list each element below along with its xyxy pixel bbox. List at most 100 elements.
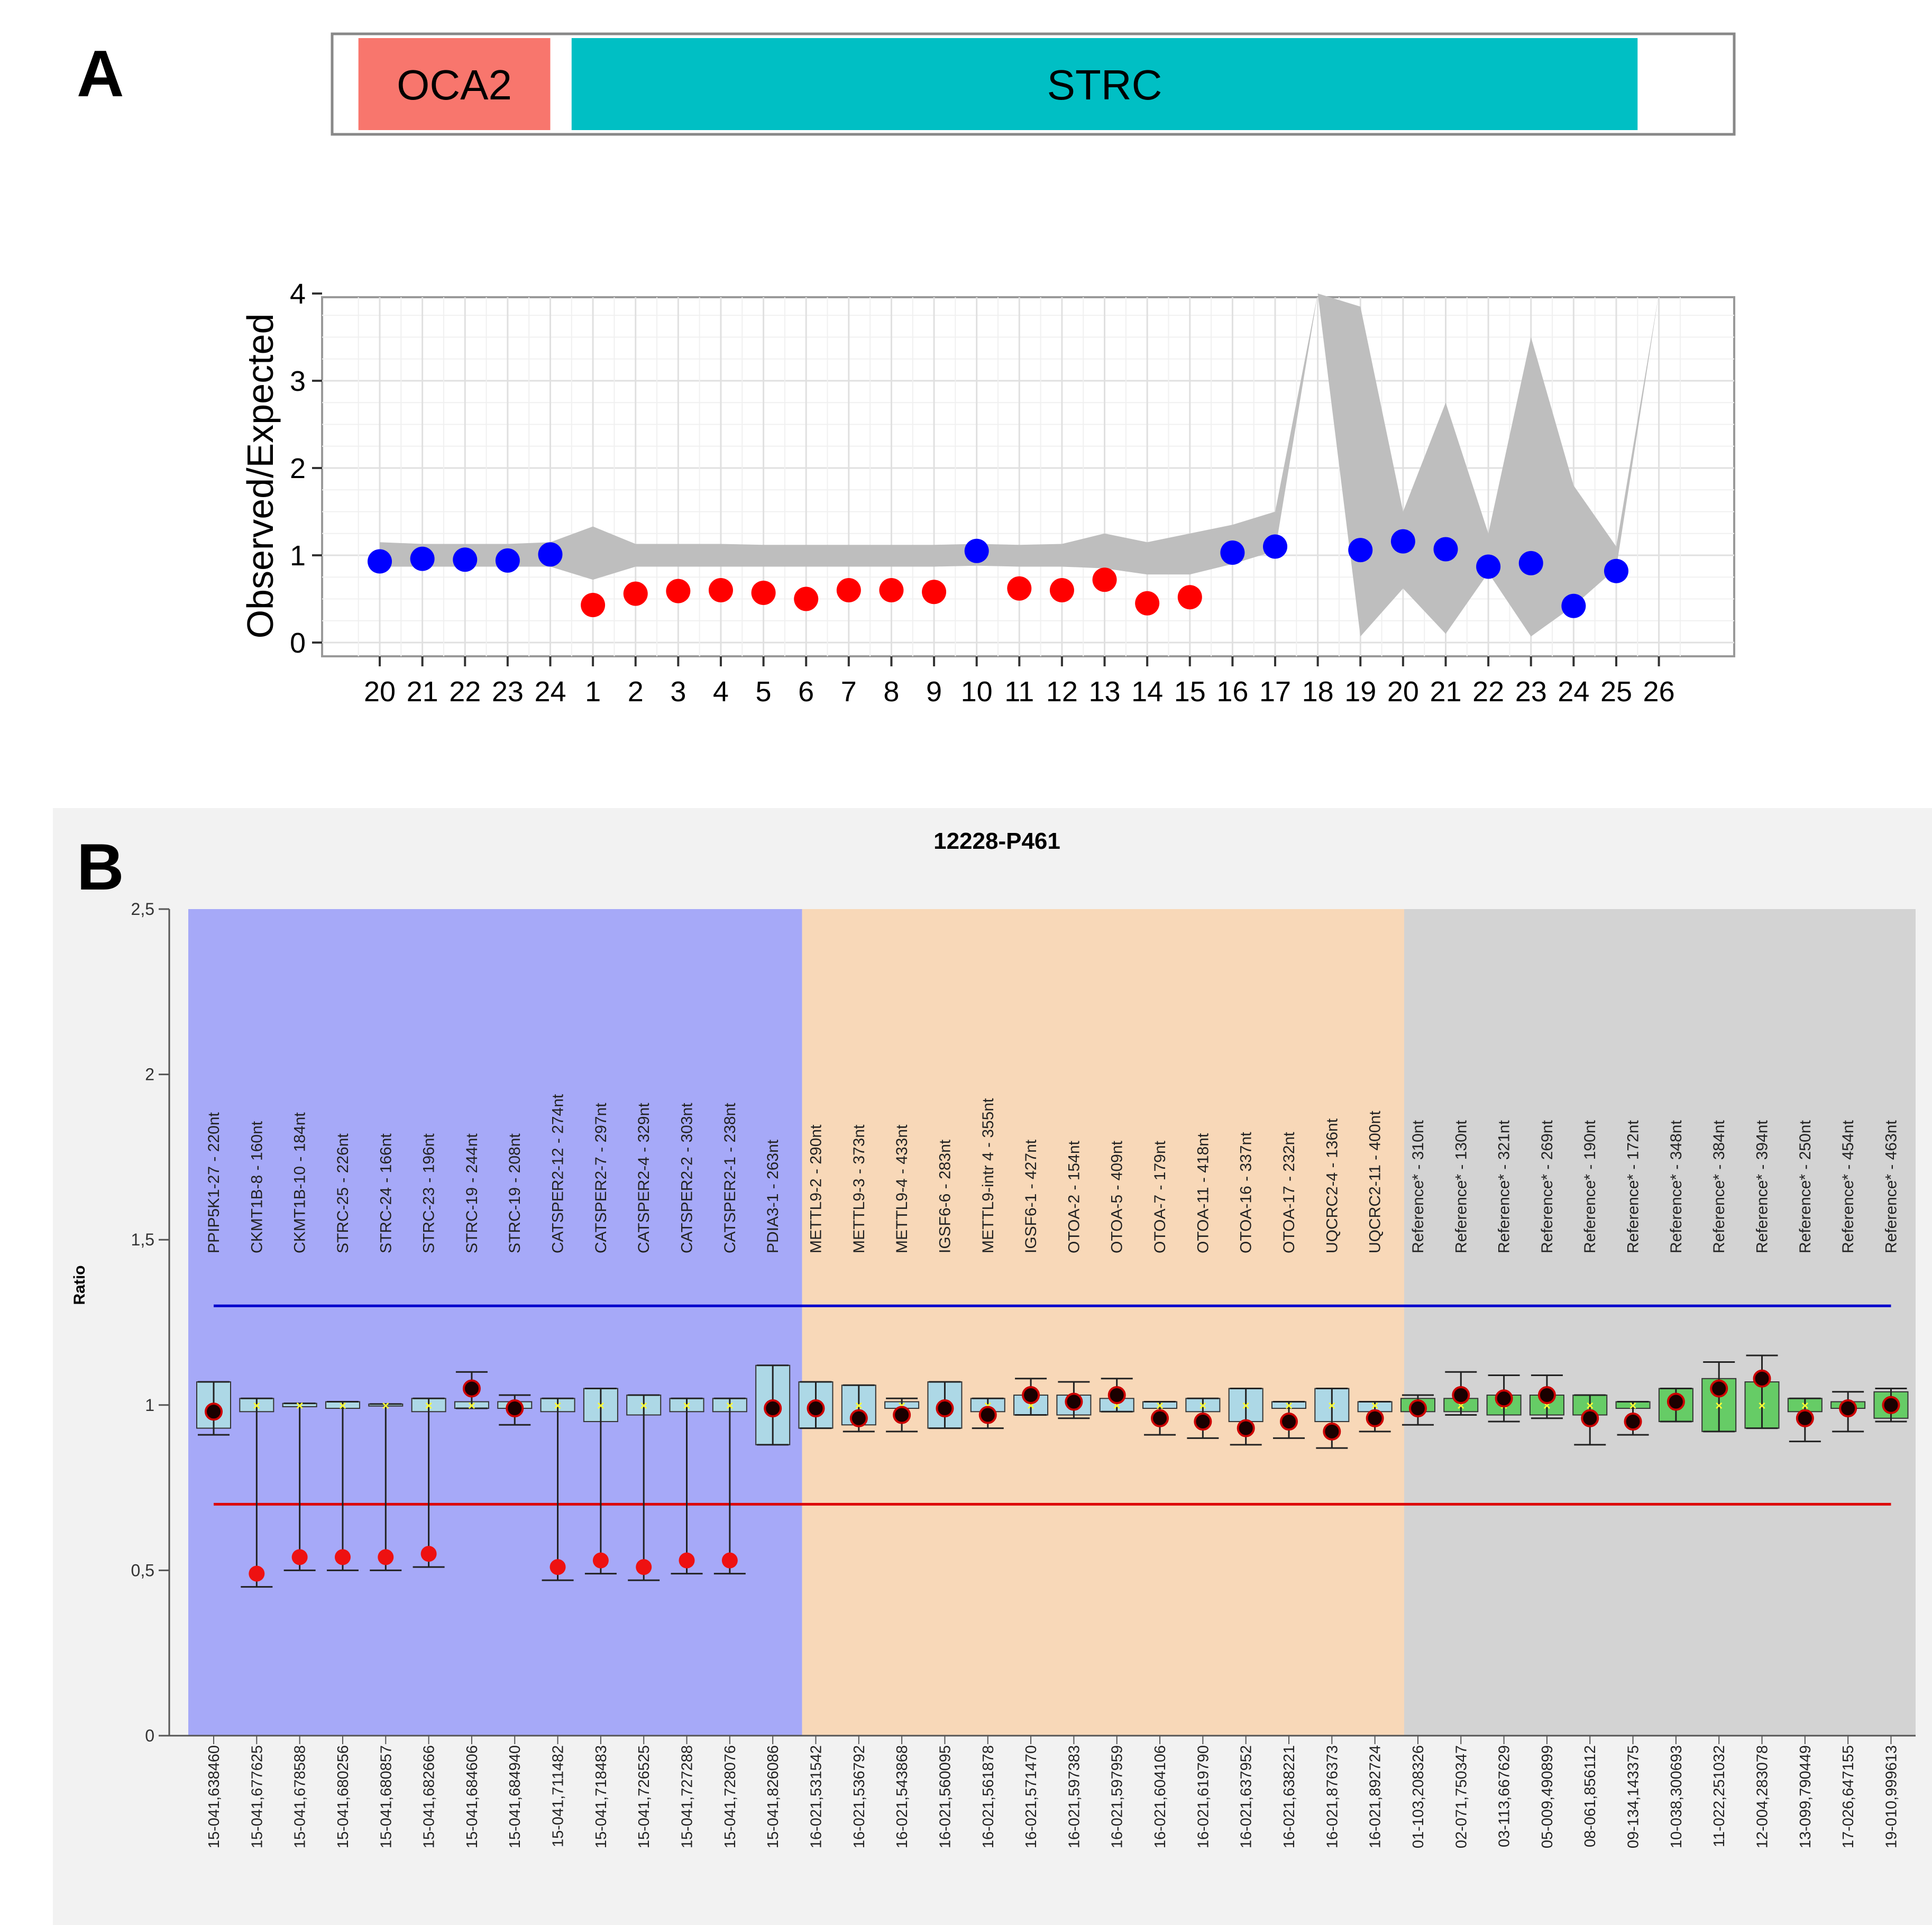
data-point — [1604, 558, 1628, 583]
probe-value-point — [1107, 1386, 1126, 1405]
gene-bar-strc — [571, 38, 1638, 130]
probe-name-label: METTL9-intr 4 - 355nt — [979, 1098, 997, 1253]
data-point — [879, 578, 904, 602]
probe-value-point — [1839, 1399, 1857, 1418]
plot-a-points — [368, 529, 1628, 618]
x-tick-label: 14 — [1131, 676, 1163, 708]
probe-name-label: IGSF6-1 - 427nt — [1022, 1139, 1040, 1253]
probe-name-label: PDIA3-1 - 263nt — [764, 1139, 782, 1253]
data-point — [495, 548, 520, 573]
probe: × — [1400, 1394, 1435, 1426]
probe-median-marker: × — [1586, 1399, 1594, 1413]
probe: × — [497, 1394, 533, 1426]
probe-position-label: 16-021,619790 — [1195, 1745, 1212, 1848]
data-point — [623, 581, 648, 606]
x-tick-label: 21 — [1430, 676, 1461, 708]
probe-position-label: 16-021,597959 — [1109, 1745, 1126, 1848]
probe-value-point — [462, 1379, 481, 1398]
probe-name-label: CATSPER2-7 - 297nt — [592, 1103, 610, 1253]
x-tick-label: 13 — [1089, 676, 1121, 708]
x-tick-label: 22 — [449, 676, 481, 708]
probe-median-marker: × — [1759, 1399, 1766, 1413]
probe: × — [1873, 1388, 1909, 1423]
probe-name-label: PPIP5K1-27 - 220nt — [205, 1112, 223, 1253]
probe-value-point — [764, 1399, 782, 1418]
gene-label-oca2: OCA2 — [397, 61, 512, 108]
x-tick-label: 18 — [1302, 676, 1334, 708]
probe: × — [626, 1394, 662, 1581]
probe: × — [927, 1381, 963, 1429]
x-tick-label: 15 — [1174, 676, 1206, 708]
probe-position-label: 16-021,571470 — [1023, 1745, 1040, 1848]
probe-position-label: 15-041,726525 — [636, 1745, 653, 1848]
data-point — [538, 542, 563, 567]
probe: × — [196, 1381, 231, 1436]
x-tick-label: 3 — [670, 676, 686, 708]
probe-value-point — [550, 1559, 566, 1575]
probe-position-label: 16-021,604106 — [1152, 1745, 1169, 1848]
plot-b-title: 12228-P461 — [933, 828, 1060, 854]
probe-name-label: CATSPER2-12 - 274nt — [550, 1094, 567, 1253]
probe-name-label: CATSPER2-4 - 329nt — [635, 1103, 653, 1253]
panel-b-label: B — [77, 831, 124, 904]
x-tick-label: 24 — [534, 676, 566, 708]
probe-name-label: OTOA-2 - 154nt — [1065, 1140, 1083, 1253]
x-tick-label: 17 — [1259, 676, 1291, 708]
probe-value-point — [1065, 1392, 1083, 1411]
probe-name-label: Reference* - 310nt — [1409, 1120, 1427, 1253]
probe: × — [411, 1397, 446, 1568]
probe-name-label: UQCRC2-11 - 400nt — [1367, 1111, 1384, 1253]
data-point — [1561, 593, 1586, 618]
probe: × — [1701, 1361, 1737, 1433]
probe-position-label: 15-041,682666 — [421, 1745, 438, 1848]
region-reference-probes — [1404, 909, 1916, 1736]
probe: × — [239, 1397, 274, 1588]
y-tick-label: 0,5 — [131, 1561, 154, 1580]
probe-median-marker: × — [1285, 1399, 1293, 1413]
data-point — [922, 580, 947, 604]
probe-position-label: 11-022,251032 — [1711, 1745, 1728, 1847]
x-tick-label: 8 — [883, 676, 899, 708]
y-tick-label: 1 — [145, 1396, 154, 1415]
probe-value-point — [849, 1409, 868, 1427]
y-tick-label: 0 — [290, 627, 306, 659]
probe-name-label: CATSPER2-1 - 238nt — [721, 1103, 739, 1253]
probe: × — [1228, 1388, 1263, 1446]
region-flanking-probes — [802, 909, 1404, 1736]
probe-position-label: 16-021,892724 — [1367, 1745, 1384, 1848]
probe: × — [368, 1399, 404, 1571]
probe-position-label: 15-041,727288 — [679, 1745, 696, 1848]
probe-position-label: 15-041,638460 — [206, 1745, 223, 1848]
probe: × — [1486, 1374, 1522, 1423]
probe-median-marker: × — [1199, 1399, 1206, 1413]
probe-name-label: Reference* - 269nt — [1539, 1120, 1556, 1253]
x-tick-label: 25 — [1600, 676, 1632, 708]
probe: × — [454, 1371, 489, 1413]
x-tick-label: 21 — [407, 676, 438, 708]
probe-value-point — [1537, 1386, 1556, 1405]
gene-label-strc: STRC — [1047, 61, 1162, 108]
y-tick-label: 0 — [145, 1726, 154, 1745]
probe-value-point — [807, 1399, 825, 1418]
probe-value-point — [506, 1399, 524, 1418]
data-point — [1476, 554, 1501, 579]
probe-median-marker: × — [597, 1399, 605, 1413]
plot-a-grid — [322, 297, 1734, 656]
probe-name-label: METTL9-4 - 433nt — [893, 1124, 911, 1253]
probe-median-marker: × — [1328, 1399, 1335, 1413]
probe-name-label: Reference* - 130nt — [1452, 1120, 1470, 1253]
probe-name-label: OTOA-5 - 409nt — [1109, 1140, 1126, 1253]
probe-median-marker: × — [1629, 1399, 1637, 1413]
panel-b: B 12228-P461 Ratio 00,511,522,5 × × × × × × × ×… — [53, 808, 1932, 1925]
data-point — [1518, 551, 1543, 575]
y-tick-label: 1,5 — [131, 1230, 154, 1249]
probe-value-point — [1323, 1422, 1341, 1441]
probe: × — [1787, 1397, 1823, 1443]
probe-value-point — [378, 1549, 394, 1565]
x-tick-label: 10 — [961, 676, 993, 708]
x-tick-label: 5 — [756, 676, 772, 708]
probe-name-label: STRC-24 - 166nt — [377, 1133, 395, 1253]
data-point — [708, 578, 733, 602]
probe-position-label: 15-041,826086 — [765, 1745, 782, 1848]
